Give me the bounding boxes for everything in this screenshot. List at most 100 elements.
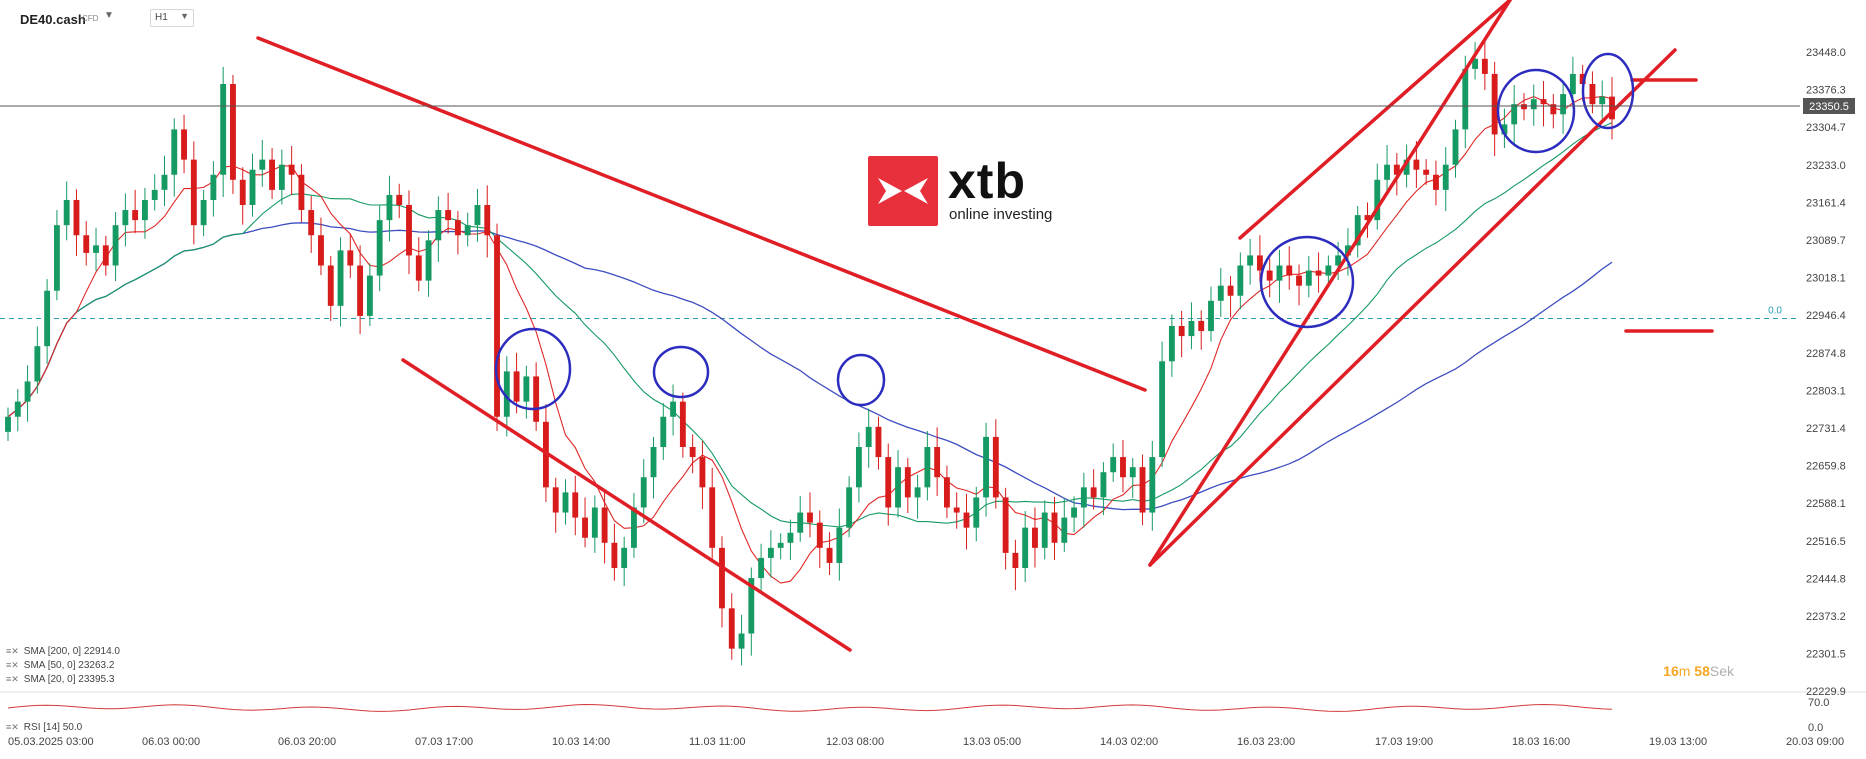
indicator-settings-icon[interactable]: ≡✕ <box>6 722 19 732</box>
candle-body <box>1413 159 1420 170</box>
candle <box>327 255 334 321</box>
candle <box>1501 108 1508 149</box>
candle-body <box>34 346 41 382</box>
chart-toolbar: DE40.cash CFD ▼ H1 ▼ <box>0 0 1866 34</box>
candle-body <box>278 164 285 190</box>
candle-body <box>719 547 725 609</box>
candle-body <box>660 416 667 447</box>
candle <box>572 475 579 536</box>
candle-body <box>44 290 51 347</box>
candle-body <box>132 210 139 221</box>
timer-seconds-unit: Sek <box>1709 663 1734 679</box>
time-tick-label: 13.03 05:00 <box>963 736 1021 748</box>
time-tick-label: 14.03 02:00 <box>1100 736 1158 748</box>
timer-seconds: 58 <box>1694 663 1710 679</box>
candle-body <box>1149 457 1156 513</box>
candle-body <box>327 265 334 306</box>
symbol-name[interactable]: DE40.cash <box>20 12 86 27</box>
candle-body <box>728 608 735 649</box>
candle-body <box>347 250 354 266</box>
indicator-settings-icon[interactable]: ≡✕ <box>6 660 19 670</box>
candle-body <box>552 487 559 513</box>
candle-body <box>875 426 882 458</box>
candle-body <box>1022 527 1029 568</box>
candle <box>650 436 657 499</box>
candle-body <box>1110 457 1117 473</box>
timeframe-select[interactable]: H1 ▼ <box>150 9 194 27</box>
candle <box>963 493 970 550</box>
candle <box>640 459 647 524</box>
sma-200-line <box>7 222 1613 511</box>
candle <box>220 66 227 197</box>
candle <box>1022 511 1029 583</box>
candle <box>1393 153 1400 196</box>
candle <box>1266 258 1273 298</box>
circle-annotation <box>652 345 710 399</box>
candle-body <box>699 457 706 488</box>
candle-body <box>1540 99 1547 105</box>
candle <box>269 148 276 199</box>
candle <box>1599 80 1606 119</box>
symbol-type: CFD <box>82 14 99 23</box>
rsi-level-label: 70.0 <box>1808 697 1829 709</box>
candle <box>24 365 31 422</box>
rsi-legend[interactable]: ≡✕ RSI [14] 50.0 <box>6 722 82 733</box>
candle <box>1100 462 1107 516</box>
indicator-legend-sma20[interactable]: ≡✕ SMA [20, 0] 23395.3 <box>6 674 114 685</box>
time-tick-label: 19.03 13:00 <box>1649 736 1707 748</box>
indicator-settings-icon[interactable]: ≡✕ <box>6 646 19 656</box>
candle-body <box>1462 68 1469 130</box>
circle-annotation <box>494 327 572 411</box>
candle-body <box>807 512 813 523</box>
candle <box>1012 539 1019 591</box>
candle-body <box>513 371 520 402</box>
candle-body <box>1344 245 1351 256</box>
indicator-settings-icon[interactable]: ≡✕ <box>6 674 19 684</box>
candle <box>983 422 989 517</box>
candle-body <box>63 199 70 226</box>
candle-body <box>914 487 921 498</box>
candle-body <box>1286 265 1293 276</box>
candle <box>601 491 608 564</box>
candle-body <box>1227 285 1234 296</box>
candle-body <box>376 220 383 276</box>
candle <box>621 536 628 587</box>
candle-body <box>1560 94 1567 115</box>
candle-body <box>1384 164 1390 180</box>
candle-body <box>1188 320 1195 337</box>
candle <box>230 74 236 194</box>
candle-body <box>1335 255 1342 266</box>
candle <box>484 185 491 258</box>
candle-body <box>415 255 422 281</box>
candle <box>1452 119 1459 178</box>
candle <box>239 167 246 225</box>
candle <box>924 430 931 501</box>
candle-body <box>1051 512 1058 543</box>
candle <box>836 508 843 581</box>
indicator-legend-sma200[interactable]: ≡✕ SMA [200, 0] 22914.0 <box>6 646 120 657</box>
candle-body <box>1530 99 1537 110</box>
candle <box>14 389 21 432</box>
candle <box>1032 507 1038 568</box>
candle-body <box>406 205 412 256</box>
candle <box>73 189 80 256</box>
candle-body <box>963 512 970 528</box>
candle-body <box>1002 497 1009 553</box>
time-tick-label: 10.03 14:00 <box>552 736 610 748</box>
candle <box>210 161 217 217</box>
price-tick-label: 23304.7 <box>1806 122 1846 134</box>
candle <box>454 211 461 255</box>
candle <box>1560 80 1567 134</box>
rsi-label: RSI [14] 50.0 <box>23 722 83 733</box>
circle-annotation <box>1259 235 1355 329</box>
candle <box>1002 487 1009 570</box>
candle-body <box>670 401 677 417</box>
candle-body <box>454 220 461 236</box>
candle <box>337 237 344 327</box>
logo-wordmark: xtb <box>948 153 1026 209</box>
indicator-legend-sma50[interactable]: ≡✕ SMA [50, 0] 23263.2 <box>6 660 114 671</box>
candle-body <box>1256 255 1263 271</box>
candle <box>181 114 187 174</box>
chevron-down-icon[interactable]: ▼ <box>104 10 114 21</box>
